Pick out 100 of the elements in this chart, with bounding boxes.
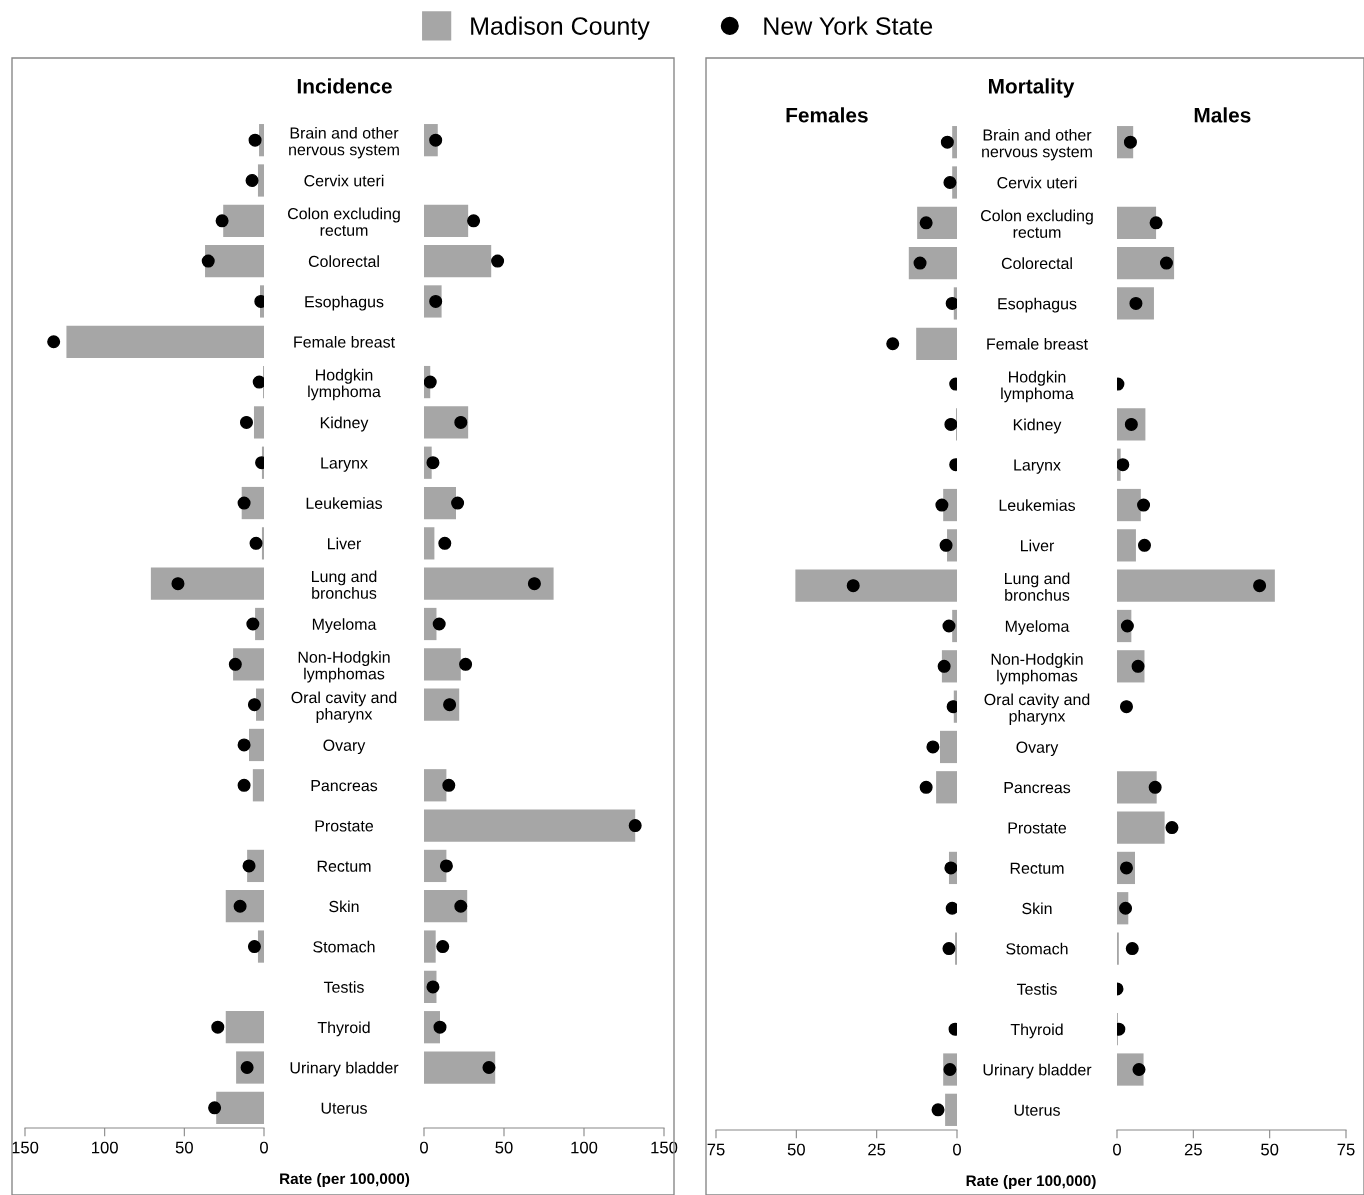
point	[942, 619, 956, 633]
point	[433, 1020, 447, 1034]
point	[1253, 579, 1267, 593]
bar	[424, 244, 492, 278]
y-tick-label: Liver	[1021, 539, 1055, 552]
y-tick-label: Female breast	[294, 335, 395, 348]
point	[919, 780, 933, 794]
y-tick-label: Prostate	[1008, 822, 1067, 834]
point	[886, 337, 900, 351]
y-tick-label: Leukemias	[999, 499, 1076, 511]
point	[1119, 700, 1133, 714]
point	[215, 214, 229, 228]
point	[454, 899, 468, 913]
point	[846, 579, 860, 593]
x-tick-label: 100	[92, 1141, 118, 1154]
y-tick-label: Kidney	[320, 416, 369, 432]
x-tick-label: 25	[868, 1143, 886, 1156]
point	[439, 859, 453, 873]
x-tick-label: 0	[260, 1141, 268, 1154]
bar	[917, 206, 957, 239]
bar	[257, 164, 264, 197]
bar	[253, 406, 264, 439]
y-tick-label: Oral cavity and pharynx	[984, 693, 1090, 725]
bar	[233, 648, 264, 681]
y-tick-label: Non-Hodgkin lymphomas	[991, 653, 1083, 685]
y-tick-label: Colon excluding rectum	[980, 209, 1093, 238]
y-tick-label: Stomach	[1006, 942, 1068, 955]
bar	[945, 1093, 957, 1126]
point	[424, 375, 437, 389]
bar	[1117, 206, 1157, 239]
y-tick-label: Testis	[1016, 983, 1057, 995]
y-tick-label: Testis	[323, 981, 364, 993]
point	[1149, 216, 1163, 230]
point	[246, 617, 260, 631]
bar	[424, 809, 636, 842]
point	[919, 216, 933, 230]
point	[1137, 538, 1151, 552]
bar	[1117, 771, 1157, 804]
point	[1119, 901, 1133, 915]
point	[1137, 498, 1151, 512]
point	[254, 294, 264, 308]
point	[1125, 942, 1139, 956]
y-tick-label: Esophagus	[998, 297, 1077, 313]
bar	[952, 126, 957, 159]
point	[527, 577, 541, 591]
point	[432, 617, 446, 631]
point	[946, 700, 957, 714]
bar	[916, 327, 957, 360]
x-tick-label: 75	[707, 1143, 725, 1156]
bar	[1117, 246, 1175, 280]
bar	[424, 406, 469, 439]
y-tick-label: Prostate	[315, 820, 374, 832]
y-tick-label: Brain and other nervous system	[289, 126, 399, 159]
point	[943, 1063, 957, 1077]
bar	[225, 1011, 264, 1044]
y-tick-label: Hodgkin lymphoma	[308, 368, 381, 401]
bar	[424, 890, 468, 923]
y-tick-label: Cervix uteri	[304, 174, 384, 187]
y-tick-label: Ovary	[1016, 741, 1059, 757]
y-tick-label: Thyroid	[317, 1021, 370, 1037]
y-tick-label: Uterus	[321, 1102, 367, 1114]
bar	[424, 930, 436, 963]
bar	[261, 527, 264, 560]
y-tick-label: Pancreas	[1004, 782, 1071, 794]
bar	[223, 204, 264, 237]
y-tick-label: Myeloma	[312, 618, 377, 634]
x-tick-label: 50	[495, 1141, 513, 1154]
point	[944, 861, 957, 875]
bar	[424, 567, 554, 600]
point	[208, 1101, 222, 1115]
y-tick-label: Non-Hodgkin lymphomas	[298, 651, 390, 683]
point	[201, 254, 215, 268]
y-tick-label: Stomach	[313, 940, 375, 953]
point	[1159, 256, 1173, 270]
bar	[939, 730, 957, 764]
point	[237, 778, 251, 792]
bar	[424, 1051, 496, 1084]
point	[942, 942, 956, 956]
point	[926, 740, 940, 754]
bar	[205, 244, 264, 278]
point	[1148, 780, 1162, 794]
point	[248, 133, 262, 147]
y-tick-label: Skin	[329, 900, 359, 913]
x-tick-label: 0	[1113, 1143, 1121, 1156]
bar	[424, 204, 469, 237]
point	[247, 940, 261, 954]
point	[237, 496, 251, 510]
y-tick-label: Lung and bronchus	[1005, 572, 1070, 601]
point	[628, 819, 642, 833]
y-tick-label: Cervix uteri	[997, 176, 1077, 189]
point	[443, 698, 457, 712]
y-tick-label: Colorectal	[1001, 257, 1072, 270]
point	[237, 738, 251, 752]
y-tick-label: Larynx	[321, 457, 368, 472]
point	[939, 538, 953, 552]
point	[426, 456, 440, 470]
bar	[252, 769, 264, 802]
y-tick-label: Myeloma	[1005, 620, 1070, 636]
bar	[424, 769, 447, 802]
y-tick-label: Brain and other nervous system	[982, 128, 1092, 161]
